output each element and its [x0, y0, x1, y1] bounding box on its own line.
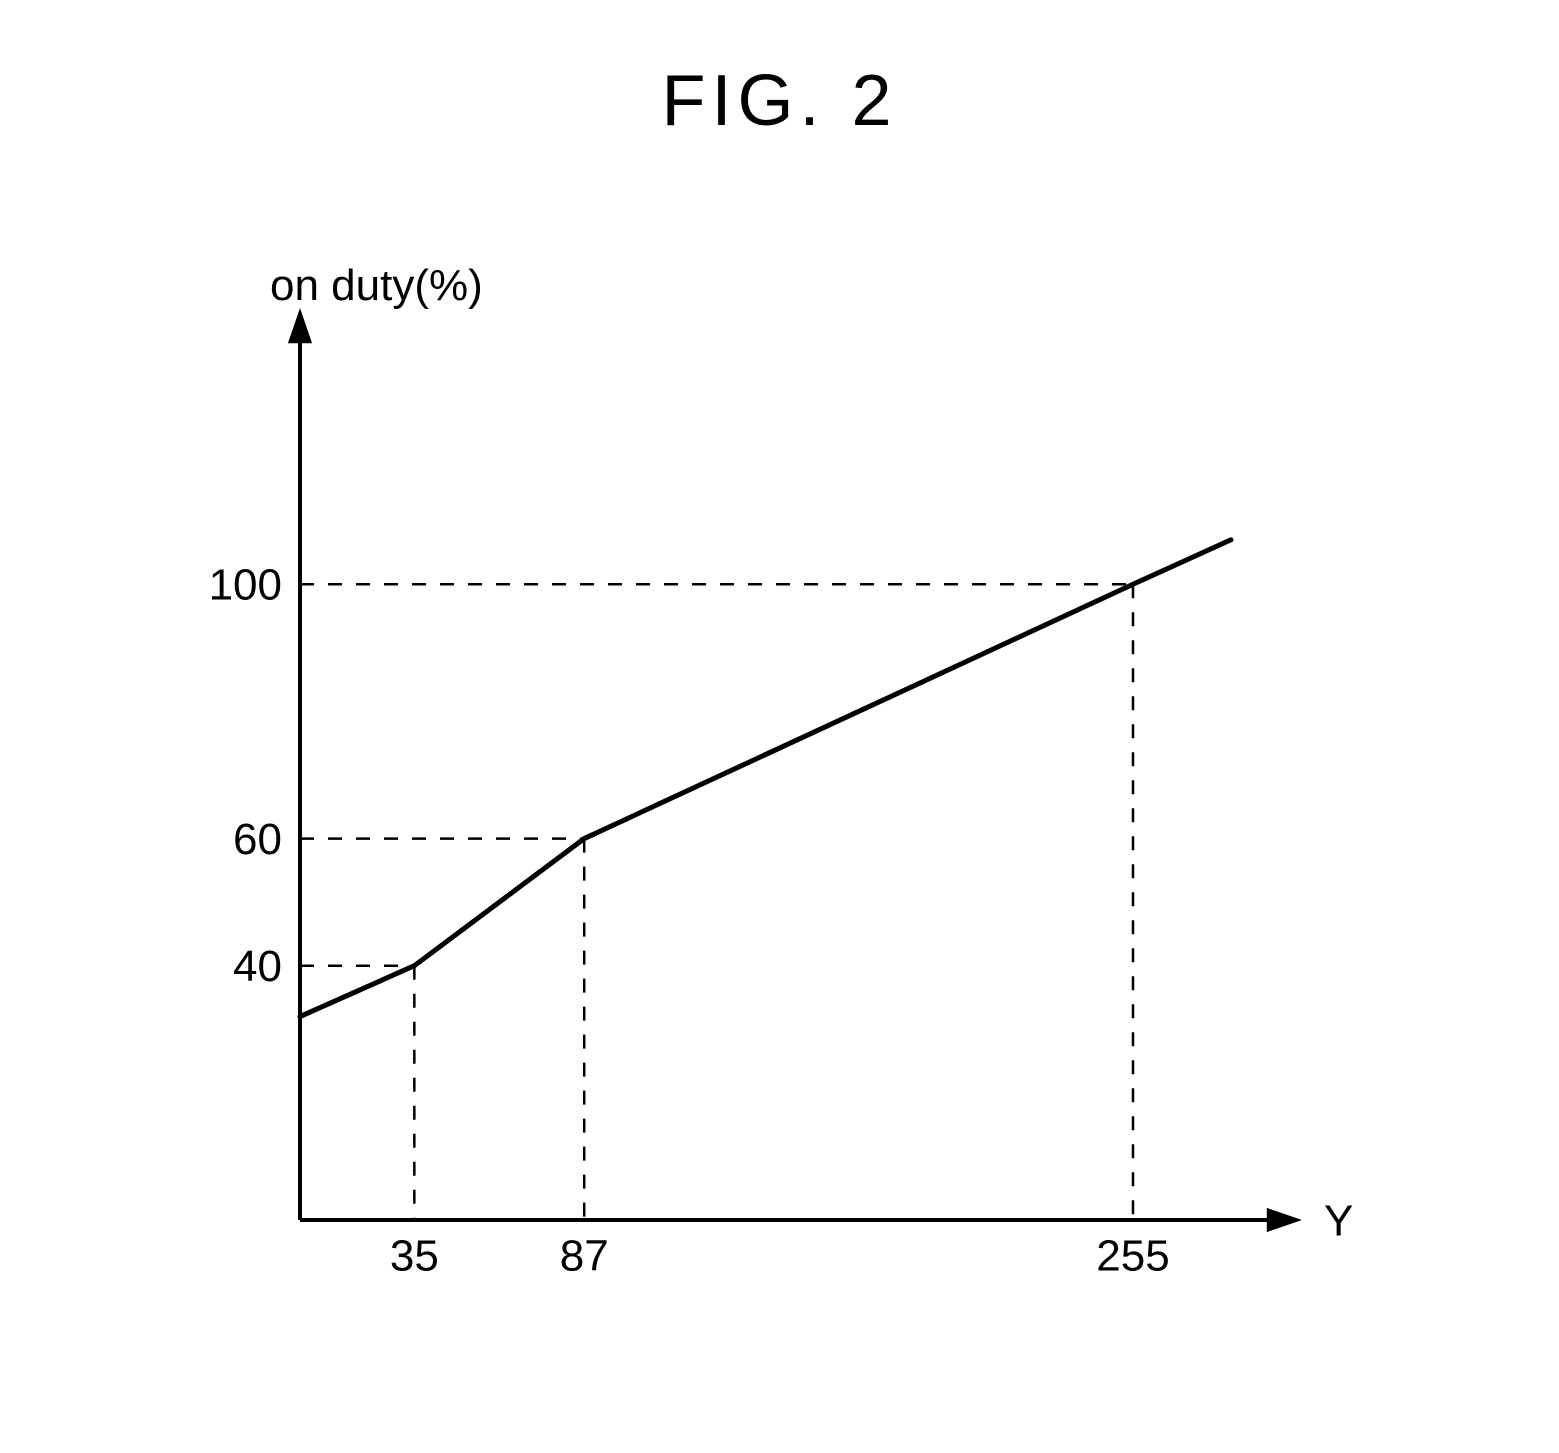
x-tick-label: 87: [560, 1232, 609, 1281]
line-chart: 40601003587255on duty(%)Y: [260, 320, 1320, 1250]
y-tick-label: 100: [209, 561, 282, 610]
page: FIG. 2 40601003587255on duty(%)Y: [0, 0, 1559, 1453]
y-tick-label: 60: [233, 815, 282, 864]
y-axis-arrow: [288, 308, 312, 343]
data-line: [300, 540, 1231, 1017]
y-tick-label: 40: [233, 942, 282, 991]
y-axis-label: on duty(%): [270, 261, 483, 310]
x-tick-label: 255: [1096, 1232, 1169, 1281]
x-axis-arrow: [1267, 1208, 1302, 1232]
x-tick-label: 35: [390, 1232, 439, 1281]
x-axis-label: Y: [1324, 1196, 1353, 1245]
figure-title: FIG. 2: [0, 60, 1559, 142]
